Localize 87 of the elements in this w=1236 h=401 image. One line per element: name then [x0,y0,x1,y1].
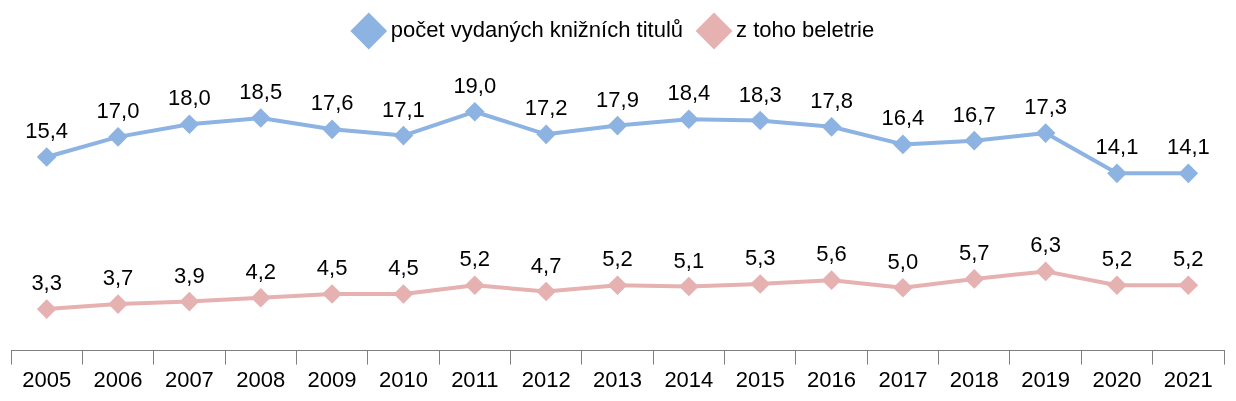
x-tick-label: 2005 [22,366,72,392]
point [323,120,342,139]
point [537,282,556,301]
data-label: 16,7 [952,101,996,127]
data-label: 16,4 [881,105,925,131]
point [679,277,698,296]
point [965,131,984,150]
point [1179,276,1198,295]
x-tick-label: 2015 [735,366,785,392]
data-label: 17,2 [524,95,568,121]
legend-label: počet vydaných knižních titulů [390,17,684,43]
point [37,147,56,166]
legend-label: z toho beletrie [736,17,875,43]
data-label: 14,1 [1166,134,1210,160]
x-tick-label: 2012 [521,366,571,392]
data-label: 4,7 [530,252,562,278]
data-label: 5,2 [602,246,633,272]
point [822,117,841,136]
x-tick-label: 2007 [164,366,214,392]
data-label: 5,2 [1173,246,1204,272]
point [679,110,698,129]
x-tick-label: 2021 [1163,366,1213,392]
point [394,285,413,304]
point [822,271,841,290]
point [751,111,770,130]
data-label: 5,1 [673,247,705,273]
data-label: 5,2 [459,246,491,272]
data-label: 17,9 [596,86,639,112]
point [893,135,912,154]
x-tick-label: 2013 [593,366,642,392]
x-tick-label: 2014 [664,366,714,392]
data-label: 6,3 [1030,232,1061,258]
data-label: 15,4 [25,118,69,144]
data-label: 17,6 [310,90,354,116]
point [109,295,128,314]
data-label: 17,1 [382,96,425,122]
point [608,116,627,135]
x-tick-label: 2011 [451,366,499,392]
x-tick-label: 2019 [1021,366,1071,392]
x-tick-label: 2006 [93,366,143,392]
data-label: 18,5 [239,79,283,105]
data-label: 4,5 [388,255,419,281]
data-label: 4,5 [316,255,348,281]
data-label: 5,6 [816,241,847,267]
data-label: 17,0 [96,97,140,123]
x-tick-label: 2008 [236,366,286,392]
data-label: 18,4 [667,80,711,106]
data-label: 5,7 [958,240,990,265]
point [251,109,270,128]
x-tick-label: 2009 [307,366,357,392]
data-label: 17,8 [810,87,853,113]
point [608,276,627,295]
data-label: 3,3 [31,270,62,296]
point [323,285,342,304]
point [180,115,199,134]
point [1036,124,1055,143]
data-label: 14,1 [1095,134,1139,160]
point [965,269,984,288]
point [537,125,556,144]
point [394,126,413,145]
data-label: 3,9 [174,262,205,288]
data-label: 5,3 [744,245,776,271]
point [465,276,484,295]
data-label: 18,3 [738,81,782,107]
data-label: 3,7 [102,265,134,291]
data-label: 5,0 [887,248,919,274]
point [893,278,912,297]
x-tick-label: 2018 [949,366,999,392]
x-tick-label: 2010 [378,366,428,392]
point [751,274,770,293]
point [251,288,270,307]
point [109,127,128,146]
point [1107,276,1126,295]
point [1107,164,1126,183]
x-tick-label: 2020 [1092,366,1142,392]
point [1179,164,1198,183]
data-label: 5,2 [1101,246,1133,272]
data-label: 18,0 [167,85,211,111]
point [180,292,199,311]
data-label: 19,0 [453,72,497,98]
point [465,102,484,121]
data-label: 17,3 [1024,94,1068,120]
point [1036,262,1055,281]
data-label: 4,2 [245,258,277,284]
point [37,300,56,319]
x-tick-label: 2016 [807,366,857,392]
x-tick-label: 2017 [878,366,928,392]
